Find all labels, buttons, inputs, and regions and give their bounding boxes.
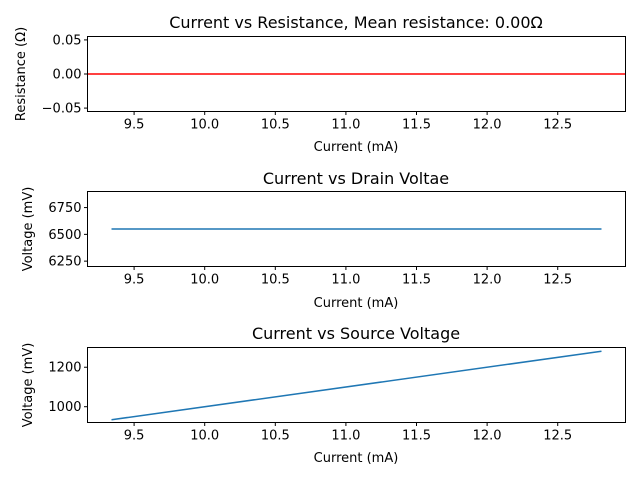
- x-tick-label: 9.5: [124, 118, 145, 133]
- subplot-source-voltage: Current vs Source Voltage 9.5 10.0 10.5 11.…: [21, 324, 626, 466]
- series-layer: [111, 350, 602, 421]
- x-tick-label: 11.0: [331, 118, 360, 133]
- subplot-resistance: Current vs Resistance, Mean resistance: …: [14, 13, 626, 155]
- y-tick-label: 6750: [48, 201, 81, 216]
- x-tick-label: 10.0: [190, 273, 219, 288]
- x-tick-label: 12.5: [543, 118, 572, 133]
- x-tick-label: 10.5: [261, 273, 290, 288]
- x-tick-label: 12.0: [473, 118, 502, 133]
- x-tick-label: 10.5: [261, 118, 290, 133]
- x-axis-label: Current (mA): [314, 140, 399, 155]
- x-axis-label: Current (mA): [314, 296, 399, 311]
- subplot-drain-voltage: Current vs Drain Voltae 9.5 10.0 10.5 11.0 1…: [21, 169, 626, 311]
- chart-title: Current vs Resistance, Mean resistance: …: [169, 13, 543, 32]
- y-tick-label: 1200: [48, 361, 81, 376]
- series-line: [111, 350, 602, 421]
- x-axis: 9.5 10.0 10.5 11.0 11.5 12.0 12.5: [124, 266, 572, 288]
- x-axis: 9.5 10.0 10.5 11.0 11.5 12.0 12.5: [124, 111, 572, 133]
- x-tick-label: 11.0: [331, 273, 360, 288]
- x-tick-label: 9.5: [124, 429, 145, 444]
- x-axis: 9.5 10.0 10.5 11.0 11.5 12.0 12.5: [124, 422, 572, 444]
- y-tick-label: 0.05: [53, 33, 82, 48]
- y-tick-label: −0.05: [42, 102, 82, 117]
- x-tick-label: 11.5: [402, 118, 431, 133]
- x-tick-label: 10.0: [190, 118, 219, 133]
- x-tick-label: 12.0: [473, 429, 502, 444]
- x-tick-label: 12.5: [543, 273, 572, 288]
- y-tick-label: 1000: [48, 400, 81, 415]
- y-axis: 0.05 0.00 −0.05: [42, 33, 88, 117]
- y-tick-label: 6250: [48, 255, 81, 270]
- x-tick-label: 12.5: [543, 429, 572, 444]
- chart-title: Current vs Source Voltage: [252, 324, 460, 343]
- x-tick-label: 11.0: [331, 429, 360, 444]
- x-tick-label: 10.5: [261, 429, 290, 444]
- y-axis-label: Voltage (mV): [21, 343, 36, 428]
- x-tick-label: 11.5: [402, 273, 431, 288]
- chart-title: Current vs Drain Voltae: [263, 169, 449, 188]
- y-axis: 1200 1000: [48, 361, 88, 415]
- x-tick-label: 11.5: [402, 429, 431, 444]
- y-tick-label: 6500: [48, 228, 81, 243]
- x-axis-label: Current (mA): [314, 451, 399, 466]
- y-axis: 6750 6500 6250: [48, 201, 88, 270]
- plot-frame: [87, 347, 626, 423]
- x-tick-label: 10.0: [190, 429, 219, 444]
- y-axis-label: Resistance (Ω): [14, 27, 29, 121]
- y-tick-label: 0.00: [53, 68, 82, 83]
- x-tick-label: 9.5: [124, 273, 145, 288]
- x-tick-label: 12.0: [473, 273, 502, 288]
- plot-frame: [87, 191, 626, 267]
- y-axis-label: Voltage (mV): [21, 187, 36, 272]
